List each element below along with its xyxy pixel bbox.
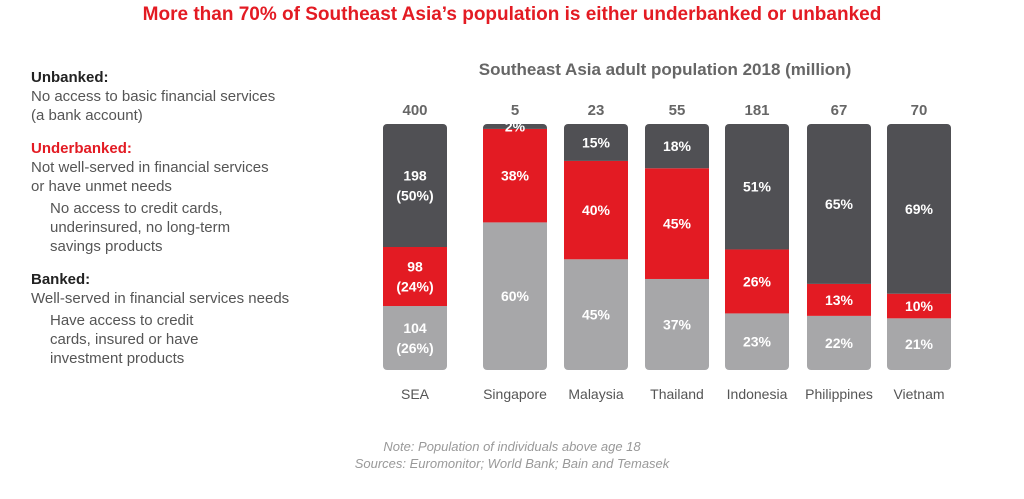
data-label-banked: 45% [582,307,611,323]
bar-segment-unbanked [483,124,547,129]
data-label-unbanked: 18% [663,138,692,154]
data-label-banked: 21% [905,336,934,352]
total-label: 70 [911,102,928,119]
category-label: Indonesia [727,386,788,402]
bar-segment-unbanked [564,124,628,161]
category-label: Thailand [650,386,704,402]
data-label-unbanked: 69% [905,201,934,217]
bar-segment-unbanked [645,124,709,169]
bar-segment-underbanked [645,168,709,279]
bar-segment-underbanked [807,283,871,316]
headline: More than 70% of Southeast Asia’s popula… [142,4,882,25]
data-label-underbanked: 45% [663,216,692,232]
bar-segment-unbanked [725,124,789,250]
legend-unbanked: Unbanked: No access to basic financial s… [31,68,351,125]
legend-term-unbanked: Unbanked: [31,69,109,86]
legend-banked: Banked: Well-served in financial service… [31,270,351,368]
data-label-banked: 104 (26%) [396,320,433,356]
bar-segment-banked [725,313,789,370]
legend-underbanked: Underbanked: Not well-served in financia… [31,139,351,256]
bar-segment-banked [564,259,628,370]
data-label-underbanked: 38% [501,168,530,184]
legend-term-underbanked: Underbanked: [31,140,132,157]
bar-segment-unbanked [383,124,447,247]
legend-desc-underbanked: Not well-served in financial services or… [31,159,269,195]
legend-desc-banked: Well-served in financial services needs [31,290,290,307]
data-label-underbanked: 40% [582,202,611,218]
bar-segment-underbanked [483,128,547,223]
bar-segment-unbanked [807,124,871,284]
bar-group-malaysia: 45% 40% 15% 23 Malaysia [564,102,628,402]
bar-group-vietnam: 21% 10% 69% 70 Vietnam [887,102,951,402]
category-label: Vietnam [893,386,944,402]
total-label: 181 [744,102,769,119]
bar-segment-banked [383,306,447,370]
bar-segment-banked [887,318,951,370]
data-label-underbanked: 26% [743,273,772,289]
legend-term-banked: Banked: [31,271,91,288]
data-label-unbanked: 2% [505,118,526,134]
bar-segment-banked [645,278,709,370]
legend-panel: Unbanked: No access to basic financial s… [31,68,351,382]
data-label-unbanked: 15% [582,134,611,150]
bar-group-philippines: 22% 13% 65% 67 Philippines [805,102,873,402]
footnote-sources: Sources: Euromonitor; World Bank; Bain a… [354,456,670,471]
bar-segment-unbanked [887,124,951,294]
legend-sub-underbanked: No access to credit cards, underinsured,… [50,200,231,255]
bar-group-thailand: 37% 45% 18% 55 Thailand [645,102,709,402]
bar-segment-underbanked [887,293,951,319]
bar-segment-underbanked [383,247,447,307]
footnote-note: Note: Population of individuals above ag… [383,439,641,454]
data-label-underbanked: 13% [825,292,854,308]
category-label: Philippines [805,386,873,402]
data-label-banked: 60% [501,288,530,304]
bar-segment-banked [807,315,871,370]
category-label: Singapore [483,386,547,402]
data-label-unbanked: 65% [825,196,854,212]
bar-group-indonesia: 23% 26% 51% 181 Indonesia [725,102,789,402]
data-label-banked: 37% [663,316,692,332]
total-label: 67 [831,102,848,119]
data-label-unbanked: 198 (50%) [396,168,433,204]
chart-title: Southeast Asia adult population 2018 (mi… [478,60,852,79]
footnotes: Note: Population of individuals above ag… [0,438,1024,472]
data-label-underbanked: 10% [905,298,934,314]
total-label: 400 [402,102,427,119]
bar-segment-underbanked [564,160,628,260]
legend-sub-banked: Have access to credit cards, insured or … [50,312,199,367]
data-label-underbanked: 98 (24%) [396,259,433,295]
bar-segment-banked [483,222,547,370]
total-label: 55 [669,102,686,119]
total-label: 23 [588,102,605,119]
data-label-banked: 23% [743,334,772,350]
bar-group-singapore: 60% 38% 2%5 Singapore [483,102,547,402]
data-label-unbanked: 51% [743,179,772,195]
category-label: SEA [401,386,430,402]
legend-desc-unbanked: No access to basic financial services (a… [31,88,276,124]
category-label: Malaysia [568,386,623,402]
bar-segment-underbanked [725,249,789,314]
bar-group-sea: 104 (26%) 98 (24%) 198 (50%) 400 SEA [383,102,447,402]
data-label-banked: 22% [825,335,854,351]
total-label: 5 [511,102,519,119]
